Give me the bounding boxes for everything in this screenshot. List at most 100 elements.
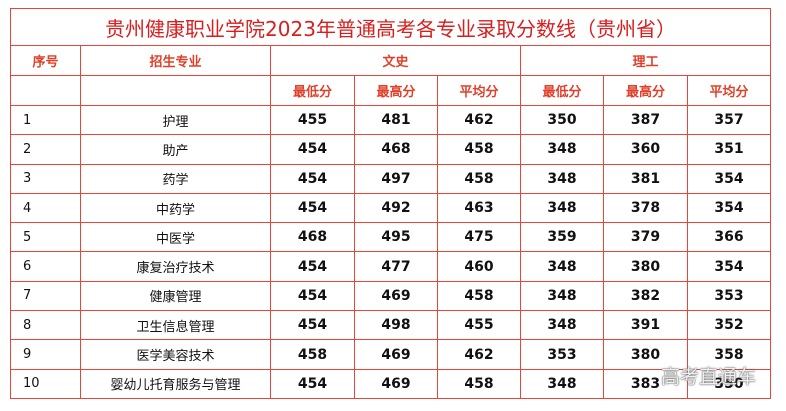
watermark: 高考直通车 — [660, 366, 756, 388]
score-cell: 469 — [354, 368, 438, 399]
header-cell: 招生专业 — [80, 45, 271, 76]
score-cell: 380 — [603, 251, 688, 282]
major-cell: 护理 — [80, 104, 271, 136]
score-cell: 481 — [354, 104, 438, 136]
major-cell: 中药学 — [80, 192, 271, 224]
score-cell: 378 — [603, 192, 688, 224]
index-cell: 3 — [10, 163, 81, 194]
score-cell: 463 — [437, 192, 521, 224]
score-cell: 454 — [270, 134, 355, 165]
score-cell: 366 — [686, 222, 772, 253]
score-cell: 498 — [354, 310, 438, 341]
subheader-cell: 最高分 — [354, 75, 438, 106]
score-cell: 381 — [603, 163, 688, 194]
index-cell: 8 — [10, 310, 81, 341]
data-row: 9 医学美容技术 458 469 462 353 380 358 — [10, 339, 772, 370]
data-row: 2 助产 454 468 458 348 360 351 — [10, 134, 772, 165]
score-cell: 455 — [270, 104, 355, 136]
subheader-cell: 平均分 — [686, 75, 772, 106]
score-cell: 391 — [603, 310, 688, 341]
score-cell: 455 — [437, 310, 521, 341]
score-cell: 348 — [520, 251, 604, 282]
score-cell: 359 — [520, 222, 604, 253]
score-table: 贵州健康职业学院2023年普通高考各专业录取分数线（贵州省） 序号 招生专业 文史理… — [9, 8, 772, 399]
index-cell: 10 — [10, 368, 81, 399]
index-cell: 5 — [10, 222, 81, 253]
score-cell: 351 — [686, 134, 772, 165]
score-cell: 492 — [354, 192, 438, 224]
score-cell: 469 — [354, 280, 438, 312]
index-cell: 6 — [10, 251, 81, 282]
score-cell: 495 — [354, 222, 438, 253]
header-cell: 理工 — [519, 45, 772, 76]
score-cell: 348 — [520, 192, 604, 224]
score-cell: 354 — [686, 192, 772, 224]
header-row: 序号 招生专业 文史 理工 — [10, 45, 772, 76]
score-cell: 497 — [354, 163, 438, 194]
score-cell: 475 — [437, 222, 521, 253]
score-cell: 348 — [520, 310, 604, 341]
score-cell: 454 — [270, 368, 355, 399]
score-cell: 454 — [270, 192, 355, 224]
score-cell: 469 — [354, 339, 438, 370]
subheader-cell: 最高分 — [603, 75, 688, 106]
data-row: 4 中药学 454 492 463 348 378 354 — [10, 192, 772, 224]
score-cell: 454 — [270, 280, 355, 312]
score-cell: 477 — [354, 251, 438, 282]
major-cell: 健康管理 — [80, 280, 271, 312]
data-row: 3 药学 454 497 458 348 381 354 — [10, 163, 772, 194]
score-cell: 468 — [270, 222, 355, 253]
major-cell: 康复治疗技术 — [80, 251, 271, 282]
data-row: 1 护理 455 481 462 350 387 357 — [10, 104, 772, 136]
index-cell: 4 — [10, 192, 81, 224]
score-cell: 460 — [437, 251, 521, 282]
index-cell: 7 — [10, 280, 81, 312]
score-cell: 458 — [270, 339, 355, 370]
title-row: 贵州健康职业学院2023年普通高考各专业录取分数线（贵州省） — [9, 8, 772, 46]
subheader-cell: 最低分 — [270, 75, 355, 106]
score-cell: 350 — [520, 104, 604, 136]
data-row: 7 健康管理 454 469 458 348 382 353 — [10, 280, 772, 312]
major-cell: 药学 — [80, 163, 271, 194]
score-cell: 358 — [686, 339, 772, 370]
major-cell: 婴幼儿托育服务与管理 — [80, 368, 271, 399]
subheader-row: 最低分 最高分 平均分 最低分 最高分 平均分 — [10, 75, 772, 106]
subheader-cell: 平均分 — [437, 75, 521, 106]
index-cell: 9 — [10, 339, 81, 370]
major-cell: 助产 — [80, 134, 271, 165]
subheader-cell: 最低分 — [520, 75, 604, 106]
data-row: 6 康复治疗技术 454 477 460 348 380 354 — [10, 251, 772, 282]
data-row: 10 婴幼儿托育服务与管理 454 469 458 348 383 350 — [10, 368, 772, 399]
major-cell: 卫生信息管理 — [80, 310, 271, 341]
score-cell: 379 — [603, 222, 688, 253]
score-cell: 348 — [520, 280, 604, 312]
data-row: 8 卫生信息管理 454 498 455 348 391 352 — [10, 310, 772, 341]
score-cell: 348 — [520, 163, 604, 194]
score-cell: 352 — [686, 310, 772, 341]
score-cell: 458 — [437, 368, 521, 399]
score-cell: 468 — [354, 134, 438, 165]
score-cell: 458 — [437, 163, 521, 194]
header-cell: 文史 — [270, 45, 521, 76]
score-cell: 357 — [686, 104, 772, 136]
score-cell: 458 — [437, 280, 521, 312]
major-cell: 医学美容技术 — [80, 339, 271, 370]
header-cell: 序号 — [10, 45, 81, 76]
score-cell: 353 — [520, 339, 604, 370]
index-cell: 1 — [10, 104, 81, 136]
empty-cell — [10, 75, 81, 106]
table-title: 贵州健康职业学院2023年普通高考各专业录取分数线（贵州省） — [9, 8, 772, 46]
index-cell: 2 — [10, 134, 81, 165]
score-cell: 354 — [686, 163, 772, 194]
data-row: 5 中医学 468 495 475 359 379 366 — [10, 222, 772, 253]
score-cell: 348 — [520, 368, 604, 399]
score-cell: 382 — [603, 280, 688, 312]
score-cell: 380 — [603, 339, 688, 370]
score-cell: 462 — [437, 339, 521, 370]
score-cell: 458 — [437, 134, 521, 165]
score-cell: 353 — [686, 280, 772, 312]
score-cell: 387 — [603, 104, 688, 136]
score-cell: 454 — [270, 310, 355, 341]
major-cell: 中医学 — [80, 222, 271, 253]
score-cell: 454 — [270, 251, 355, 282]
